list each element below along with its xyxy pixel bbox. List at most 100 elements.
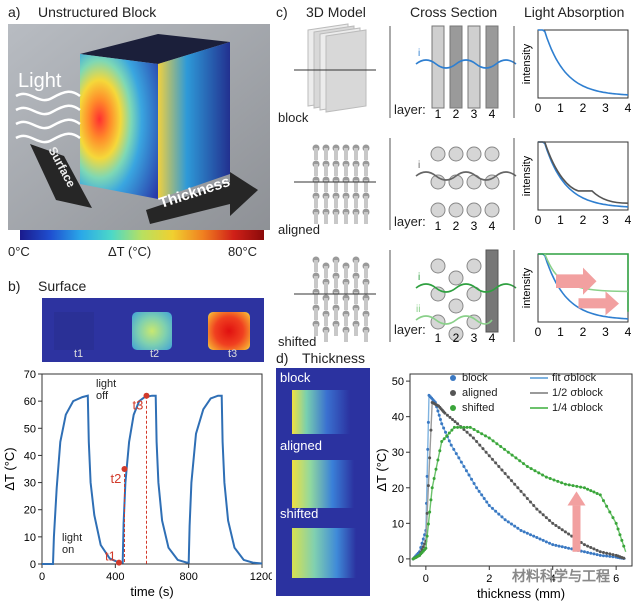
- absorption-x-tick: 1: [557, 325, 564, 339]
- data-point-aligned: [503, 472, 507, 476]
- data-point-shifted: [487, 436, 491, 440]
- structure-post: [354, 260, 358, 272]
- structure-post: [364, 212, 368, 224]
- data-point-shifted: [445, 434, 449, 438]
- absorption-x-tick: 4: [625, 213, 632, 227]
- data-point-aligned: [605, 551, 609, 555]
- cross-section-rod: [430, 258, 446, 274]
- thickness-thumbnails: [276, 368, 370, 596]
- structure-post: [364, 314, 368, 326]
- data-point-block: [522, 530, 526, 534]
- data-point-block: [494, 509, 498, 513]
- layer-number: 2: [453, 219, 460, 233]
- ray-label-i: i: [418, 160, 420, 171]
- structure-post: [324, 282, 328, 294]
- data-point-block: [444, 430, 448, 434]
- structure-post: [324, 212, 328, 224]
- structure-post: [354, 324, 358, 336]
- thickness-thumb-label-shifted: shifted: [280, 506, 319, 521]
- structure-post: [354, 276, 358, 288]
- data-point-block: [608, 554, 612, 558]
- data-point-aligned: [570, 534, 574, 538]
- x-tick-label: 0: [423, 573, 429, 585]
- fit-line-aligned: [412, 401, 626, 560]
- data-point-shifted: [480, 432, 484, 436]
- data-point-shifted: [483, 434, 487, 438]
- data-point-block: [605, 554, 609, 558]
- thickness-thumb-label-aligned: aligned: [280, 438, 322, 453]
- thumb-label-t1: t1: [74, 348, 84, 360]
- data-point-aligned: [481, 447, 485, 451]
- colorbar-max-label: 80°C: [228, 244, 258, 259]
- marker-label-t3: t3: [133, 398, 144, 413]
- data-point-block: [554, 543, 558, 547]
- data-point-block: [482, 496, 486, 500]
- row-label-aligned: aligned: [278, 222, 320, 237]
- legend-item-aligned: aligned: [450, 387, 497, 399]
- data-point-aligned: [598, 550, 602, 554]
- data-point-shifted: [622, 544, 626, 548]
- gain-arrow: [556, 267, 597, 295]
- x-tick-label: 0: [39, 571, 45, 583]
- data-point-shifted: [452, 425, 456, 429]
- colorbar-title: ΔT (°C): [108, 244, 152, 259]
- cross-section-rod: [448, 146, 464, 162]
- data-point-aligned: [525, 496, 529, 500]
- temperature-series-line: [42, 394, 263, 565]
- data-point-aligned: [560, 528, 564, 532]
- structure-post: [344, 164, 348, 176]
- x-axis-label: time (s): [130, 584, 173, 599]
- data-point-shifted: [432, 477, 436, 481]
- data-point-block: [475, 486, 479, 490]
- data-point-shifted: [616, 527, 620, 531]
- data-point-block: [532, 534, 536, 538]
- data-point-aligned: [551, 521, 555, 525]
- data-point-block: [557, 544, 561, 548]
- surface-temperature-chart: 0 10 20 30 40 50 60 70 0 400 800 1200 time (s) ΔT (°C…: [2, 369, 272, 599]
- absorption-plot-frame: [537, 141, 629, 211]
- light-ray-i: [415, 171, 517, 181]
- absorption-x-tick: 2: [580, 213, 587, 227]
- data-point-aligned: [494, 461, 498, 465]
- legend-item-half: 1/2 σblock: [530, 387, 603, 399]
- data-point-aligned: [516, 486, 520, 490]
- legend-item-block: block: [450, 372, 488, 384]
- data-point-shifted: [592, 490, 596, 494]
- data-point-aligned: [445, 413, 449, 417]
- watermark: 材料科学与工程: [512, 568, 610, 584]
- data-point-shifted: [440, 440, 444, 444]
- data-point-block: [425, 474, 429, 478]
- structure-post: [334, 260, 338, 272]
- cross-section-layer: [431, 25, 445, 109]
- data-point-shifted: [563, 482, 567, 486]
- data-point-aligned: [601, 550, 605, 554]
- data-point-shifted: [491, 439, 495, 443]
- y-tick-label: 50: [24, 423, 36, 435]
- cross-section-rod: [484, 174, 500, 190]
- data-point-aligned: [506, 475, 510, 479]
- structure-post: [314, 180, 318, 192]
- cross-section-rod: [430, 202, 446, 218]
- legend-line: [530, 377, 548, 380]
- data-point-aligned: [468, 433, 472, 437]
- cross-section-rod: [448, 174, 464, 190]
- data-point-block: [611, 555, 615, 559]
- data-point-aligned: [475, 440, 479, 444]
- absorption-x-tick: 0: [535, 101, 542, 115]
- structure-post: [354, 308, 358, 320]
- data-point-block: [551, 543, 555, 547]
- thickness-thumb-shifted: [292, 528, 356, 578]
- cross-section-rod: [466, 314, 482, 330]
- data-point-shifted: [436, 458, 440, 462]
- data-point-aligned: [538, 510, 542, 514]
- absorption-y-label: intensity: [521, 43, 533, 84]
- data-point-aligned: [462, 427, 466, 431]
- data-point-block: [529, 533, 533, 537]
- data-point-aligned: [500, 468, 504, 472]
- absorption-x-tick: 4: [625, 101, 632, 115]
- data-point-shifted: [548, 477, 552, 481]
- data-point-block: [541, 538, 545, 542]
- absorption-curve-block: [538, 141, 629, 208]
- y-tick-label: 70: [24, 369, 36, 381]
